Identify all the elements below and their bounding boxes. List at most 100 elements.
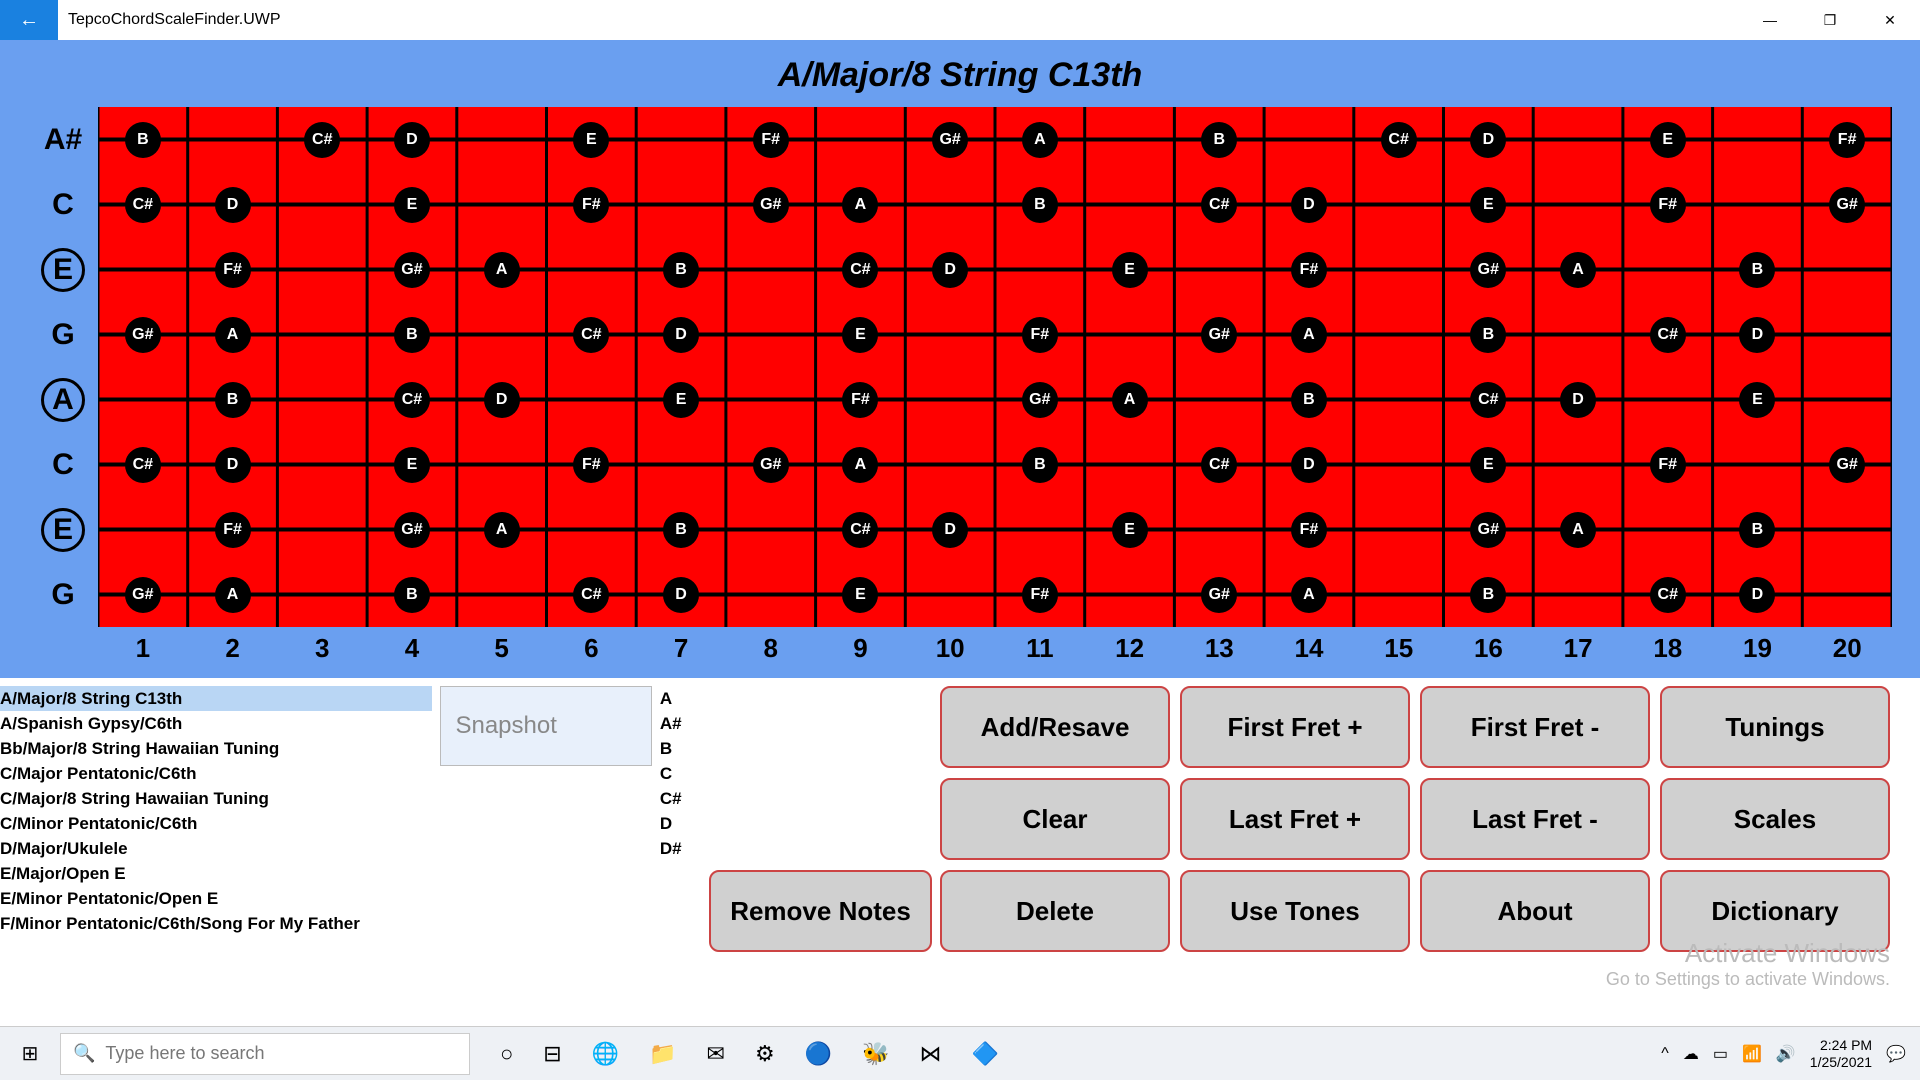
fret-note[interactable]: C# — [1470, 382, 1506, 418]
fret-note[interactable]: B — [394, 577, 430, 613]
onedrive-icon[interactable]: ☁ — [1683, 1044, 1699, 1064]
action-button[interactable]: Use Tones — [1180, 870, 1410, 952]
action-button[interactable]: Tunings — [1660, 686, 1890, 768]
remove-notes-button[interactable]: Remove Notes — [709, 870, 932, 952]
action-button[interactable]: Clear — [940, 778, 1170, 860]
battery-icon[interactable]: ▭ — [1713, 1044, 1728, 1064]
fret-note[interactable]: D — [663, 317, 699, 353]
fret-note[interactable]: A — [1560, 252, 1596, 288]
fret-note[interactable]: A — [1112, 382, 1148, 418]
fret-note[interactable]: G# — [394, 252, 430, 288]
taskbar-clock[interactable]: 2:24 PM 1/25/2021 — [1810, 1037, 1872, 1071]
fret-note[interactable]: E — [1470, 187, 1506, 223]
fret-note[interactable]: C# — [304, 122, 340, 158]
fret-note[interactable]: A — [842, 447, 878, 483]
scale-list-item[interactable]: D/Major/Ukulele — [0, 836, 432, 861]
note-list-item[interactable]: D# — [660, 836, 687, 861]
fret-note[interactable]: E — [1650, 122, 1686, 158]
notifications-icon[interactable]: 💬 — [1886, 1044, 1906, 1064]
note-list-item[interactable]: A# — [660, 711, 687, 736]
fret-note[interactable]: C# — [573, 577, 609, 613]
xamarin-icon[interactable]: 🔷 — [972, 1041, 999, 1067]
fret-note[interactable]: D — [1739, 577, 1775, 613]
app-icon[interactable]: 🐝 — [862, 1041, 889, 1067]
scale-list-item[interactable]: C/Major/8 String Hawaiian Tuning — [0, 786, 432, 811]
chrome-icon[interactable]: 🔵 — [805, 1041, 832, 1067]
fret-note[interactable]: F# — [573, 447, 609, 483]
fret-note[interactable]: C# — [842, 512, 878, 548]
fret-note[interactable]: E — [1470, 447, 1506, 483]
fret-note[interactable]: B — [215, 382, 251, 418]
note-list-item[interactable]: A — [660, 686, 687, 711]
fret-note[interactable]: F# — [1291, 252, 1327, 288]
back-button[interactable]: ← — [0, 0, 58, 40]
fret-note[interactable]: B — [1201, 122, 1237, 158]
fret-note[interactable]: D — [663, 577, 699, 613]
cortana-icon[interactable]: ⊟ — [543, 1041, 561, 1067]
fret-note[interactable]: B — [1739, 252, 1775, 288]
fret-note[interactable]: A — [1560, 512, 1596, 548]
action-button[interactable]: Delete — [940, 870, 1170, 952]
fret-note[interactable]: D — [215, 447, 251, 483]
action-button[interactable]: Scales — [1660, 778, 1890, 860]
fret-note[interactable]: F# — [1291, 512, 1327, 548]
fret-note[interactable]: E — [842, 577, 878, 613]
action-button[interactable]: Add/Resave — [940, 686, 1170, 768]
fret-note[interactable]: F# — [1022, 317, 1058, 353]
task-view-icon[interactable]: ○ — [500, 1041, 513, 1067]
fret-note[interactable]: B — [1022, 447, 1058, 483]
scale-list-item[interactable]: E/Major/Open E — [0, 861, 432, 886]
fret-note[interactable]: D — [1291, 447, 1327, 483]
edge-icon[interactable]: 🌐 — [592, 1041, 619, 1067]
fret-note[interactable]: G# — [1829, 447, 1865, 483]
settings-icon[interactable]: ⚙ — [755, 1041, 775, 1067]
fret-note[interactable]: D — [932, 512, 968, 548]
fret-note[interactable]: E — [394, 447, 430, 483]
action-button[interactable]: First Fret - — [1420, 686, 1650, 768]
fret-note[interactable]: G# — [125, 317, 161, 353]
scale-list-item[interactable]: A/Major/8 String C13th — [0, 686, 432, 711]
fret-note[interactable]: A — [215, 577, 251, 613]
fret-note[interactable]: C# — [573, 317, 609, 353]
fret-note[interactable]: C# — [125, 447, 161, 483]
fret-note[interactable]: B — [1022, 187, 1058, 223]
fret-note[interactable]: C# — [1201, 447, 1237, 483]
note-list-item[interactable]: B — [660, 736, 687, 761]
fret-note[interactable]: E — [1112, 252, 1148, 288]
fret-note[interactable]: G# — [1022, 382, 1058, 418]
action-button[interactable]: Last Fret - — [1420, 778, 1650, 860]
fret-note[interactable]: D — [1560, 382, 1596, 418]
fret-note[interactable]: B — [1470, 317, 1506, 353]
fret-note[interactable]: A — [484, 512, 520, 548]
fret-note[interactable]: B — [125, 122, 161, 158]
mail-icon[interactable]: ✉ — [707, 1041, 725, 1067]
fret-note[interactable]: G# — [1201, 577, 1237, 613]
fretboard[interactable]: BC#DEF#G#ABC#DEF#C#DEF#G#ABC#DEF#G#F#G#A… — [98, 107, 1892, 627]
fret-note[interactable]: F# — [753, 122, 789, 158]
start-button[interactable]: ⊞ — [0, 1041, 60, 1066]
scale-list-item[interactable]: E/Minor Pentatonic/Open E — [0, 886, 432, 911]
fret-note[interactable]: B — [394, 317, 430, 353]
fret-note[interactable]: D — [1739, 317, 1775, 353]
close-button[interactable]: ✕ — [1860, 0, 1920, 40]
fret-note[interactable]: C# — [394, 382, 430, 418]
fret-note[interactable]: G# — [125, 577, 161, 613]
fret-note[interactable]: G# — [1470, 512, 1506, 548]
fret-note[interactable]: B — [1470, 577, 1506, 613]
fret-note[interactable]: F# — [1650, 447, 1686, 483]
fret-note[interactable]: F# — [1829, 122, 1865, 158]
fret-note[interactable]: G# — [394, 512, 430, 548]
fret-note[interactable]: D — [215, 187, 251, 223]
fret-note[interactable]: D — [484, 382, 520, 418]
fret-note[interactable]: C# — [1650, 577, 1686, 613]
scale-list-item[interactable]: A/Spanish Gypsy/C6th — [0, 711, 432, 736]
fret-note[interactable]: E — [663, 382, 699, 418]
scale-list-item[interactable]: C/Minor Pentatonic/C6th — [0, 811, 432, 836]
fret-note[interactable]: B — [1291, 382, 1327, 418]
fret-note[interactable]: E — [573, 122, 609, 158]
fret-note[interactable]: A — [1022, 122, 1058, 158]
maximize-button[interactable]: ❐ — [1800, 0, 1860, 40]
fret-note[interactable]: F# — [215, 252, 251, 288]
fret-note[interactable]: F# — [1650, 187, 1686, 223]
fret-note[interactable]: B — [663, 512, 699, 548]
